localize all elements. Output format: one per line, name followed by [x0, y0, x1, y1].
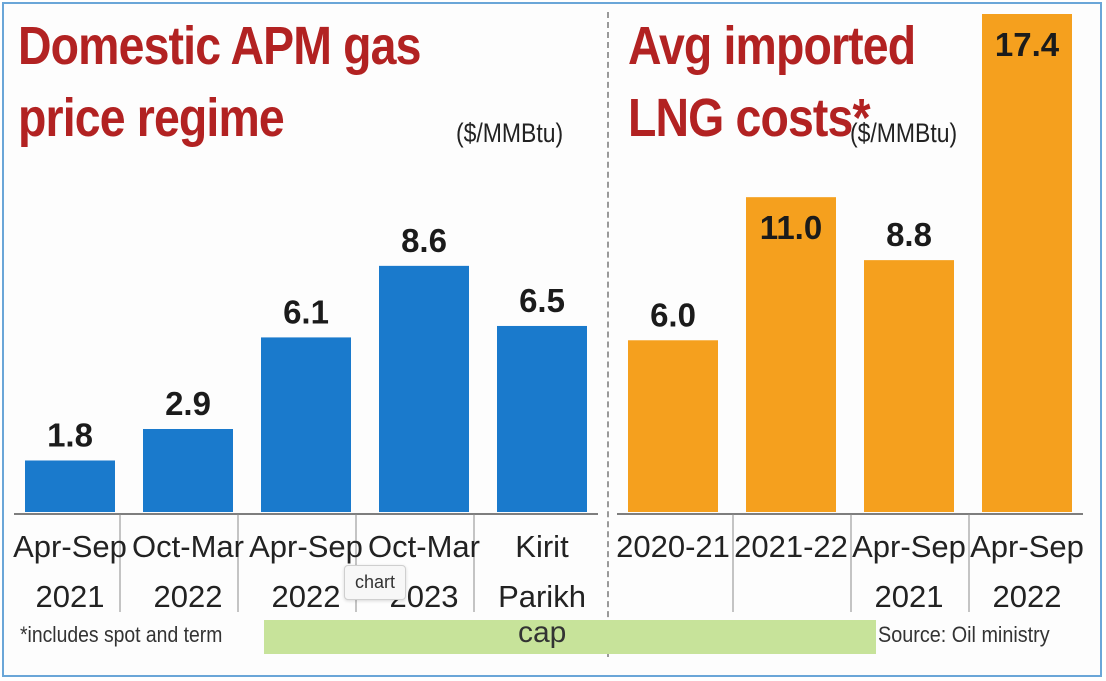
source-note: Source: Oil ministry	[878, 622, 1050, 647]
data-label: 6.1	[283, 293, 329, 330]
panel-divider	[607, 12, 609, 657]
right-title-line1: Avg imported	[628, 16, 916, 76]
bar	[497, 325, 587, 512]
category-label: 2021-22	[734, 529, 848, 564]
data-label: 6.0	[650, 296, 696, 333]
category-label: Kirit	[515, 529, 569, 564]
category-label: 2022	[993, 579, 1062, 614]
category-label: Apr-Sep	[852, 529, 966, 564]
bar	[379, 265, 469, 512]
category-label: Parikh	[498, 579, 586, 614]
data-label: 8.8	[886, 216, 932, 253]
data-label: 6.5	[519, 282, 565, 319]
data-label: 17.4	[995, 26, 1060, 63]
category-label: Oct-Mar	[132, 529, 244, 564]
category-label: Oct-Mar	[368, 529, 480, 564]
category-label: 2021	[875, 579, 944, 614]
cap-highlight-bar	[264, 620, 876, 654]
chart-tooltip: chart	[344, 565, 407, 600]
category-label: 2021	[36, 579, 105, 614]
category-label: 2020-21	[616, 529, 730, 564]
right-unit-label: ($/MMBtu)	[850, 118, 958, 148]
category-label: Apr-Sep	[13, 529, 127, 564]
cap-label: cap	[518, 616, 567, 649]
right-title-line2: LNG costs*	[628, 88, 871, 148]
bar	[25, 460, 115, 512]
footnote: *includes spot and term	[20, 622, 223, 647]
bar	[746, 197, 836, 512]
bar	[864, 260, 954, 512]
data-label: 1.8	[47, 416, 93, 453]
data-label: 8.6	[401, 222, 447, 259]
category-label: 2022	[154, 579, 223, 614]
category-label: 2022	[272, 579, 341, 614]
bar	[143, 429, 233, 512]
left-title-line1: Domestic APM gas	[18, 16, 421, 76]
data-label: 11.0	[760, 209, 822, 246]
data-label: 2.9	[165, 385, 211, 422]
bar	[982, 14, 1072, 512]
category-label: Apr-Sep	[249, 529, 363, 564]
left-unit-label: ($/MMBtu)	[456, 118, 564, 148]
bar	[628, 340, 718, 512]
bar	[261, 337, 351, 512]
category-label: Apr-Sep	[970, 529, 1084, 564]
left-title-line2: price regime	[18, 88, 285, 148]
